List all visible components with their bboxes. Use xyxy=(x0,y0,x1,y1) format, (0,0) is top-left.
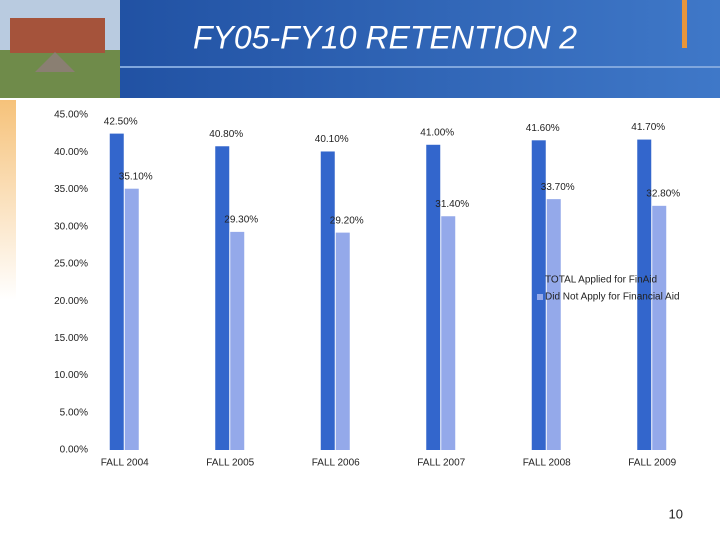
value-label: 32.80% xyxy=(646,188,680,199)
bar xyxy=(230,231,245,450)
value-label: 40.10% xyxy=(315,134,349,145)
bar xyxy=(426,144,441,450)
bar xyxy=(215,146,230,450)
slide-title: FY05-FY10 RETENTION 2 xyxy=(193,19,577,55)
bar xyxy=(335,232,350,450)
side-strip xyxy=(0,100,16,300)
x-tick-label: FALL 2005 xyxy=(206,458,254,469)
header-photo xyxy=(0,0,120,98)
bar xyxy=(441,216,456,450)
y-tick-label: 5.00% xyxy=(60,407,88,418)
page-number: 10 xyxy=(669,506,683,521)
value-label: 29.20% xyxy=(330,215,364,226)
legend-swatch xyxy=(537,294,543,300)
value-label: 40.80% xyxy=(209,129,243,140)
bar xyxy=(320,151,335,450)
bar xyxy=(637,139,652,451)
y-tick-label: 40.00% xyxy=(54,147,88,158)
value-label: 33.70% xyxy=(541,182,575,193)
y-tick-label: 35.00% xyxy=(54,184,88,195)
value-label: 41.70% xyxy=(631,122,665,133)
value-label: 41.00% xyxy=(420,127,454,138)
y-tick-label: 30.00% xyxy=(54,221,88,232)
legend-label: Did Not Apply for Financial Aid xyxy=(545,292,680,303)
value-label: 42.50% xyxy=(104,116,138,127)
y-tick-label: 15.00% xyxy=(54,333,88,344)
y-tick-label: 10.00% xyxy=(54,370,88,381)
x-tick-label: FALL 2008 xyxy=(523,458,571,469)
x-tick-label: FALL 2007 xyxy=(417,458,465,469)
y-tick-label: 45.00% xyxy=(54,110,88,121)
x-tick-label: FALL 2006 xyxy=(312,458,360,469)
y-tick-label: 25.00% xyxy=(54,259,88,270)
value-label: 29.30% xyxy=(224,215,258,226)
y-tick-label: 0.00% xyxy=(60,445,88,456)
legend-swatch xyxy=(537,277,543,283)
x-tick-label: FALL 2009 xyxy=(628,458,676,469)
value-label: 35.10% xyxy=(119,171,153,182)
value-label: 41.60% xyxy=(526,123,560,134)
bar xyxy=(546,199,561,450)
value-label: 31.40% xyxy=(435,199,469,210)
header-rule xyxy=(120,66,720,68)
legend-label: TOTAL Applied for FinAid xyxy=(545,275,657,286)
bar xyxy=(124,188,139,450)
x-tick-label: FALL 2004 xyxy=(101,458,149,469)
bar xyxy=(652,205,667,450)
y-tick-label: 20.00% xyxy=(54,296,88,307)
accent-bar xyxy=(682,0,687,48)
bar xyxy=(109,133,124,450)
